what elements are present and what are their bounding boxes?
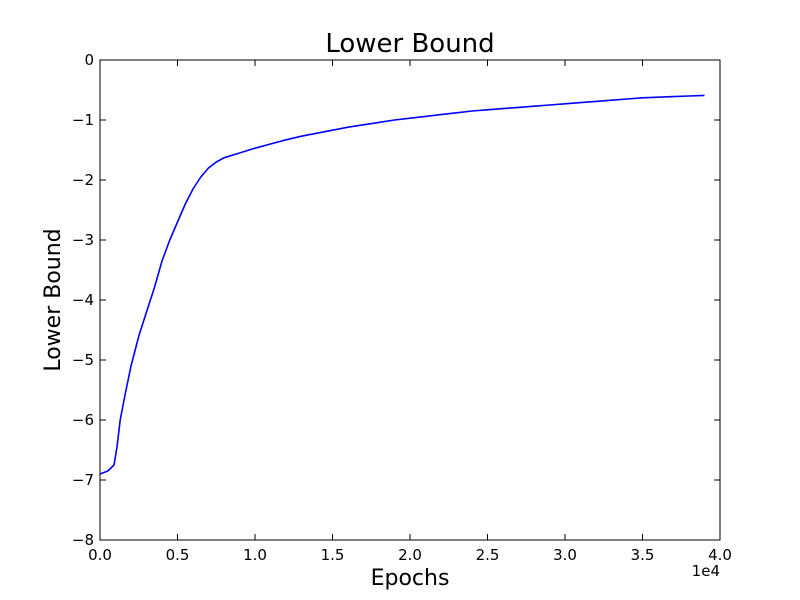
x-axis-offset-label: 1e4 bbox=[692, 562, 720, 580]
chart-title: Lower Bound bbox=[325, 29, 494, 59]
x-tick-label: 1.5 bbox=[321, 546, 345, 564]
y-tick-label: −8 bbox=[72, 531, 94, 549]
data-layer bbox=[99, 94, 705, 475]
series-line-0 bbox=[99, 94, 705, 475]
x-tick-label: 0.5 bbox=[166, 546, 190, 564]
x-tick-label: 0.0 bbox=[88, 546, 112, 564]
x-tick-label: 2.5 bbox=[476, 546, 500, 564]
y-tick-label: −7 bbox=[72, 471, 94, 489]
x-tick-label: 2.0 bbox=[398, 546, 422, 564]
x-tick-label: 3.0 bbox=[553, 546, 577, 564]
y-tick-label: −6 bbox=[72, 411, 94, 429]
y-tick-label: −5 bbox=[72, 351, 94, 369]
x-tick-label: 3.5 bbox=[631, 546, 655, 564]
y-tick-label: −1 bbox=[72, 111, 94, 129]
x-axis-title: Epochs bbox=[371, 566, 450, 591]
y-axis-title: Lower Bound bbox=[41, 228, 66, 371]
y-tick-label: 0 bbox=[84, 51, 94, 69]
y-tick-label: −3 bbox=[72, 231, 94, 249]
x-tick-label: 4.0 bbox=[708, 546, 732, 564]
plot-frame bbox=[99, 59, 721, 541]
y-tick-label: −2 bbox=[72, 171, 94, 189]
tick-layer: 0.0 0.5 1.0 1.5 2.0 2.5 3.0 3.5 4.0 0 −1 −2 −3 −4 −5 −6… bbox=[72, 51, 732, 564]
x-tick-label: 1.0 bbox=[243, 546, 267, 564]
y-tick-label: −4 bbox=[72, 291, 94, 309]
